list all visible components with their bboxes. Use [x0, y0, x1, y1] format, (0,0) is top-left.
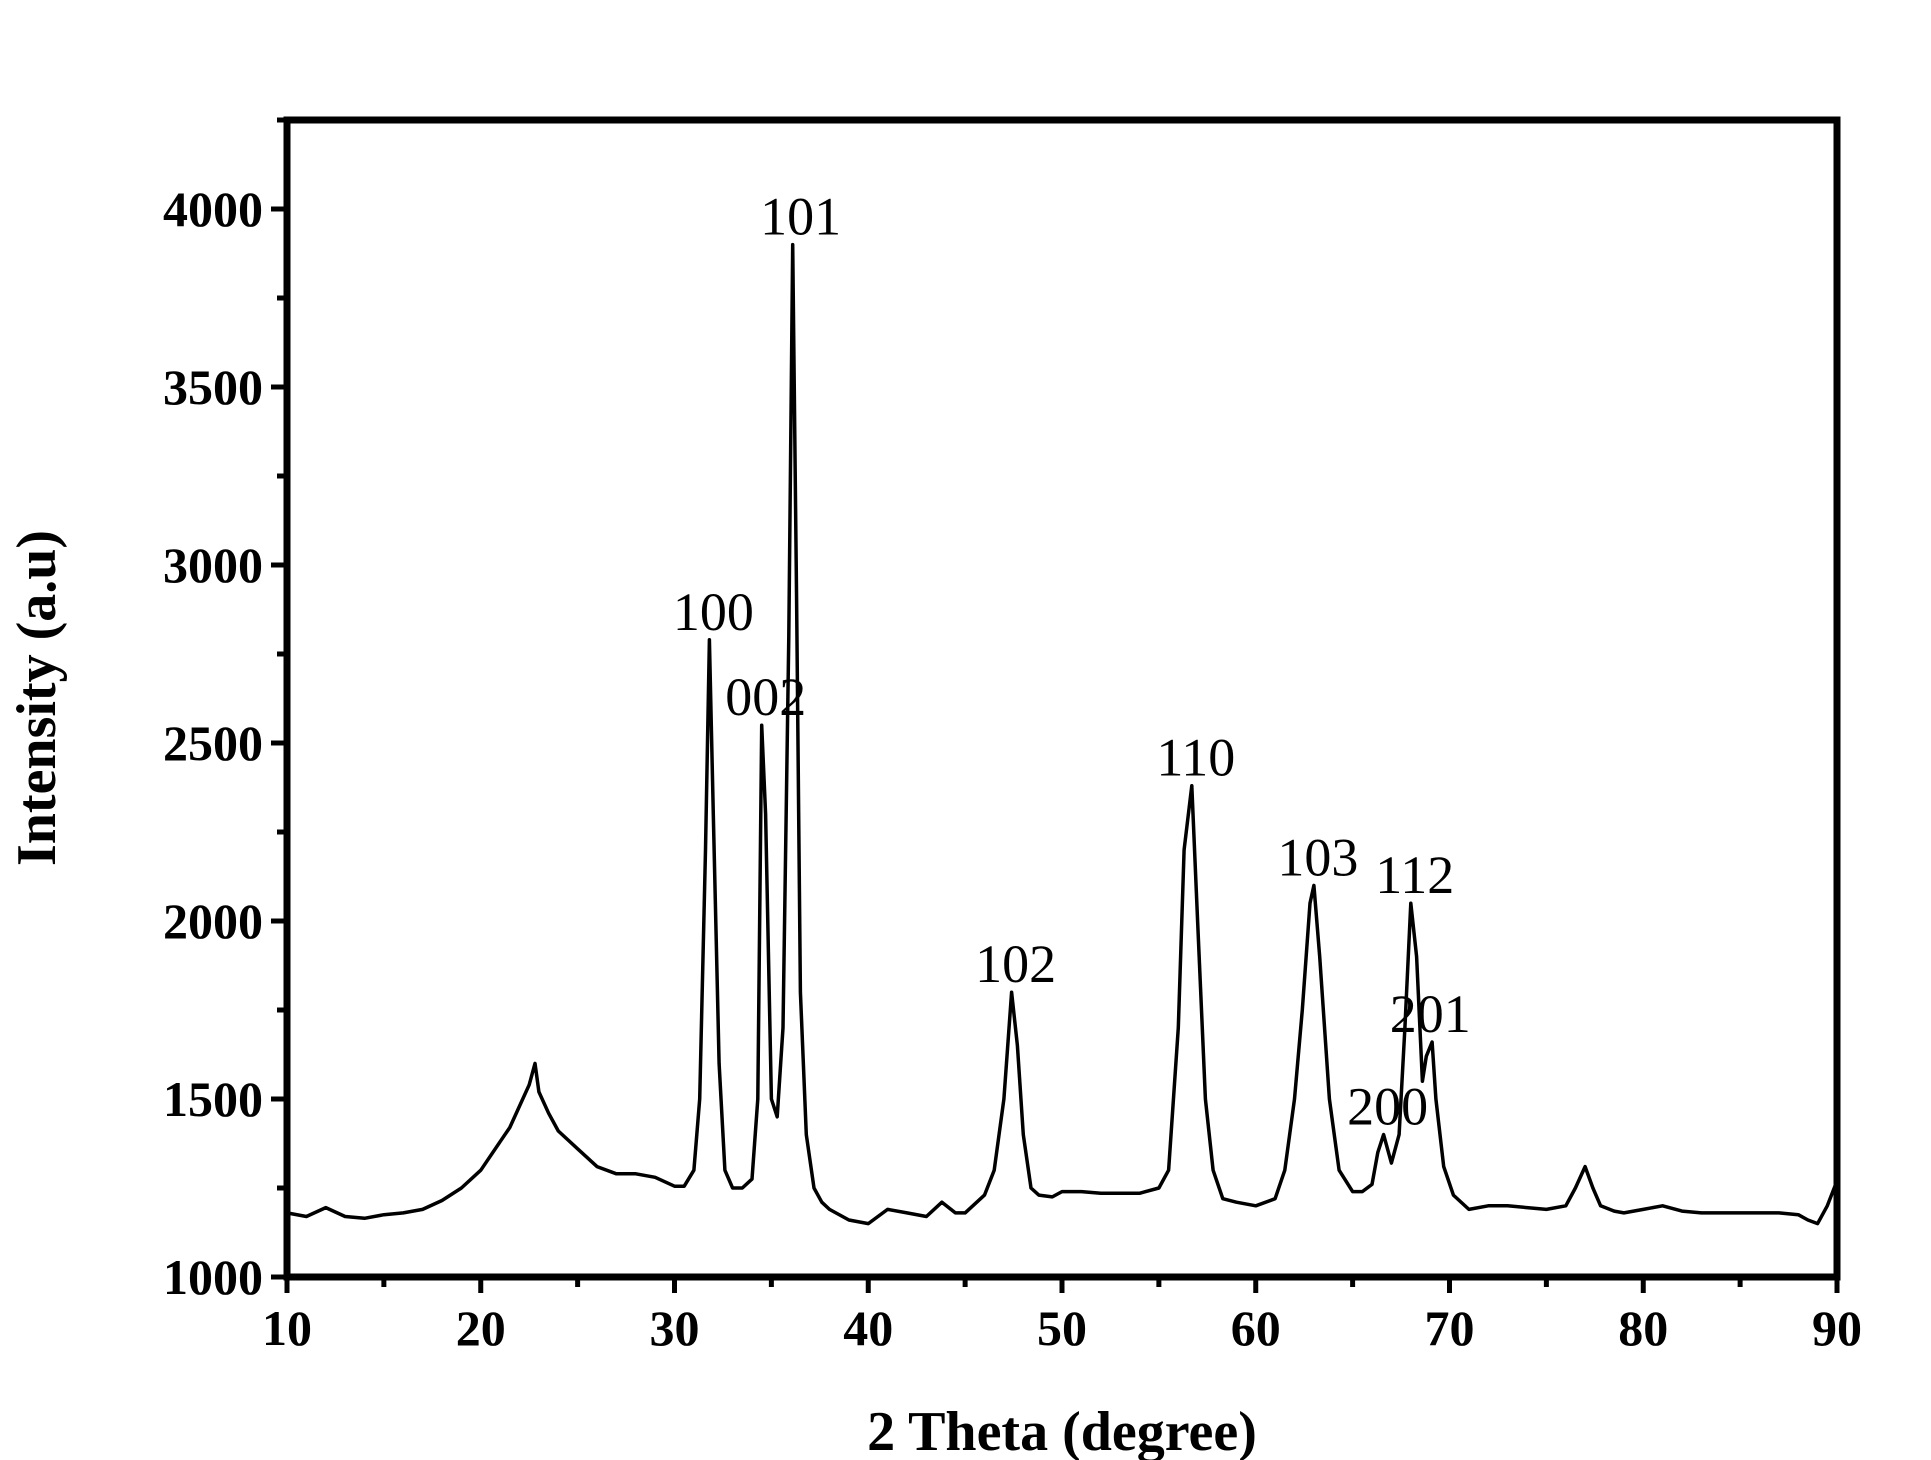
x-tick-label: 20 — [456, 1300, 506, 1356]
peak-label-110: 110 — [1156, 728, 1235, 788]
x-tick-label: 60 — [1231, 1300, 1281, 1356]
x-tick-label: 80 — [1618, 1300, 1668, 1356]
x-tick-label: 50 — [1037, 1300, 1087, 1356]
peak-label-102: 102 — [975, 934, 1056, 994]
series-line-0 — [286, 242, 1839, 1226]
y-tick-label: 4000 — [163, 181, 263, 237]
peak-label-002: 002 — [725, 667, 806, 727]
x-tick-label: 30 — [650, 1300, 700, 1356]
y-tick-label: 3500 — [163, 359, 263, 415]
axis-ticks — [271, 117, 1840, 1293]
plot-frame — [283, 116, 1841, 1281]
y-axis-title: Intensity (a.u) — [6, 530, 68, 866]
x-tick-label: 90 — [1812, 1300, 1862, 1356]
tick-labels: 10 20 30 40 50 60 70 80 90 1000 1500 2000 2500 3000 35… — [163, 181, 1862, 1356]
x-axis-title: 2 Theta (degree) — [867, 1401, 1257, 1460]
peak-label-201: 201 — [1390, 984, 1471, 1044]
y-tick-label: 3000 — [163, 537, 263, 593]
y-tick-label: 1000 — [163, 1249, 263, 1305]
y-tick-label: 1500 — [163, 1071, 263, 1127]
peak-label-101: 101 — [760, 187, 841, 247]
peak-annotations: 100 002 101 102 110 103 200 112 201 — [673, 187, 1471, 1137]
y-tick-label: 2500 — [163, 715, 263, 771]
x-tick-label: 10 — [262, 1300, 312, 1356]
y-tick-label: 2000 — [163, 893, 263, 949]
peak-label-100: 100 — [673, 582, 754, 642]
x-tick-label: 70 — [1425, 1300, 1475, 1356]
peak-label-200: 200 — [1347, 1077, 1428, 1137]
x-tick-label: 40 — [843, 1300, 893, 1356]
peak-label-103: 103 — [1277, 827, 1358, 887]
peak-label-112: 112 — [1375, 845, 1454, 905]
